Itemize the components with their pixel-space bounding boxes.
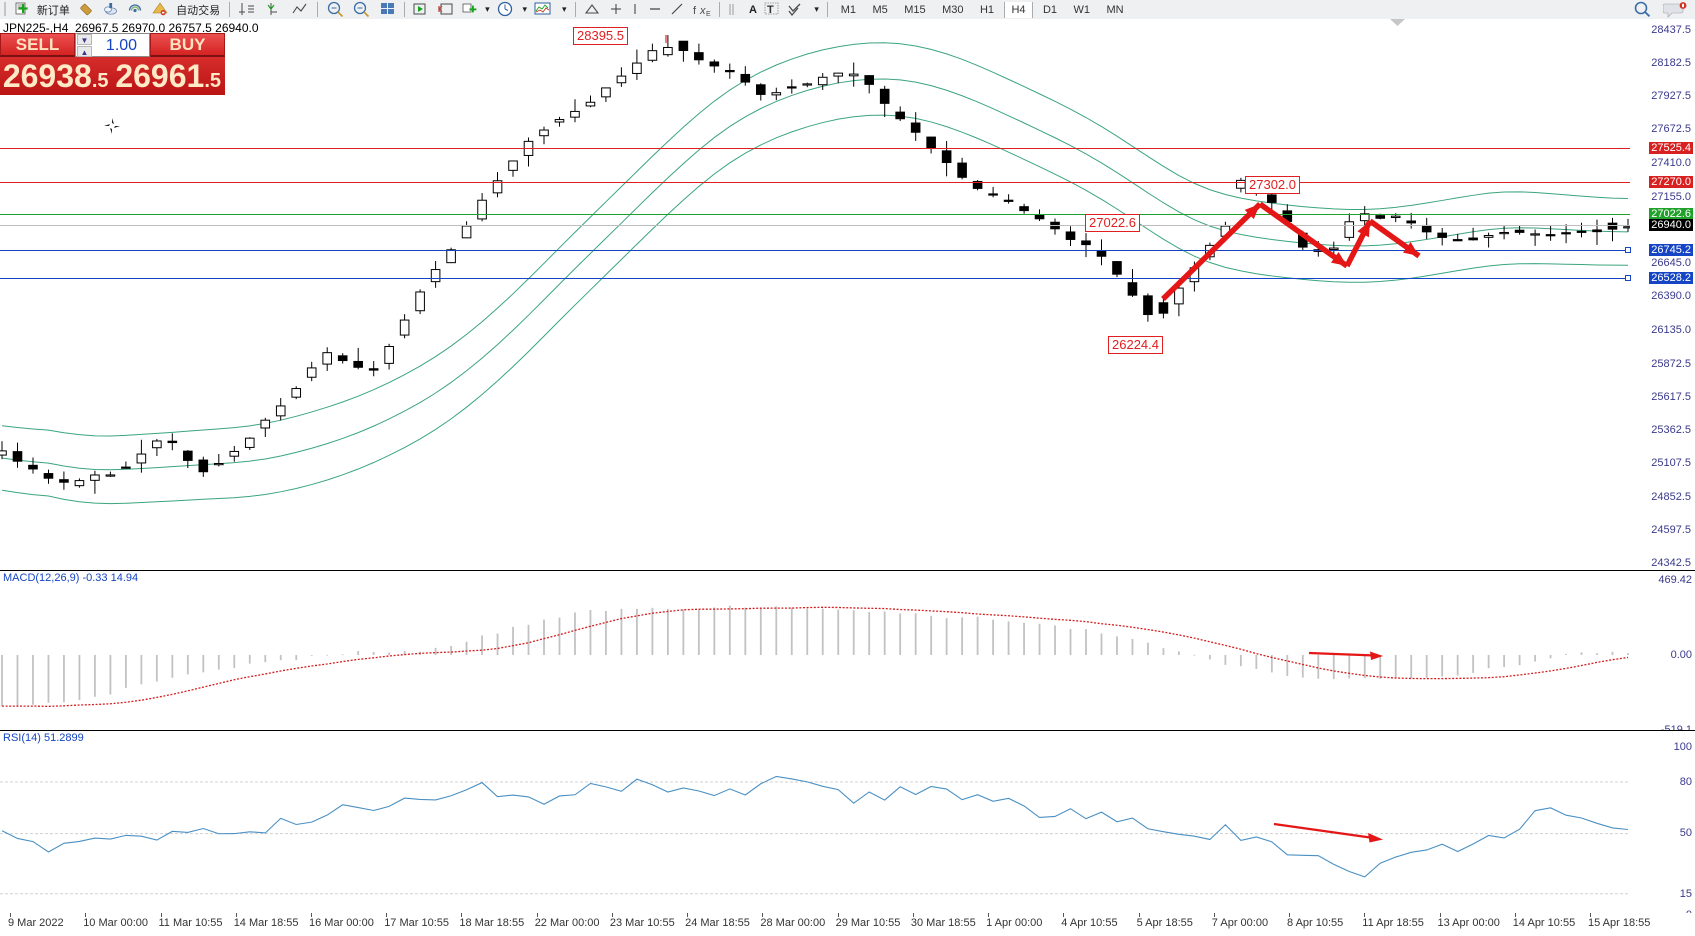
svg-text:x: x [699,5,706,17]
svg-text:E: E [706,11,711,18]
svg-text:f: f [693,5,697,17]
svg-text:T: T [767,4,774,16]
